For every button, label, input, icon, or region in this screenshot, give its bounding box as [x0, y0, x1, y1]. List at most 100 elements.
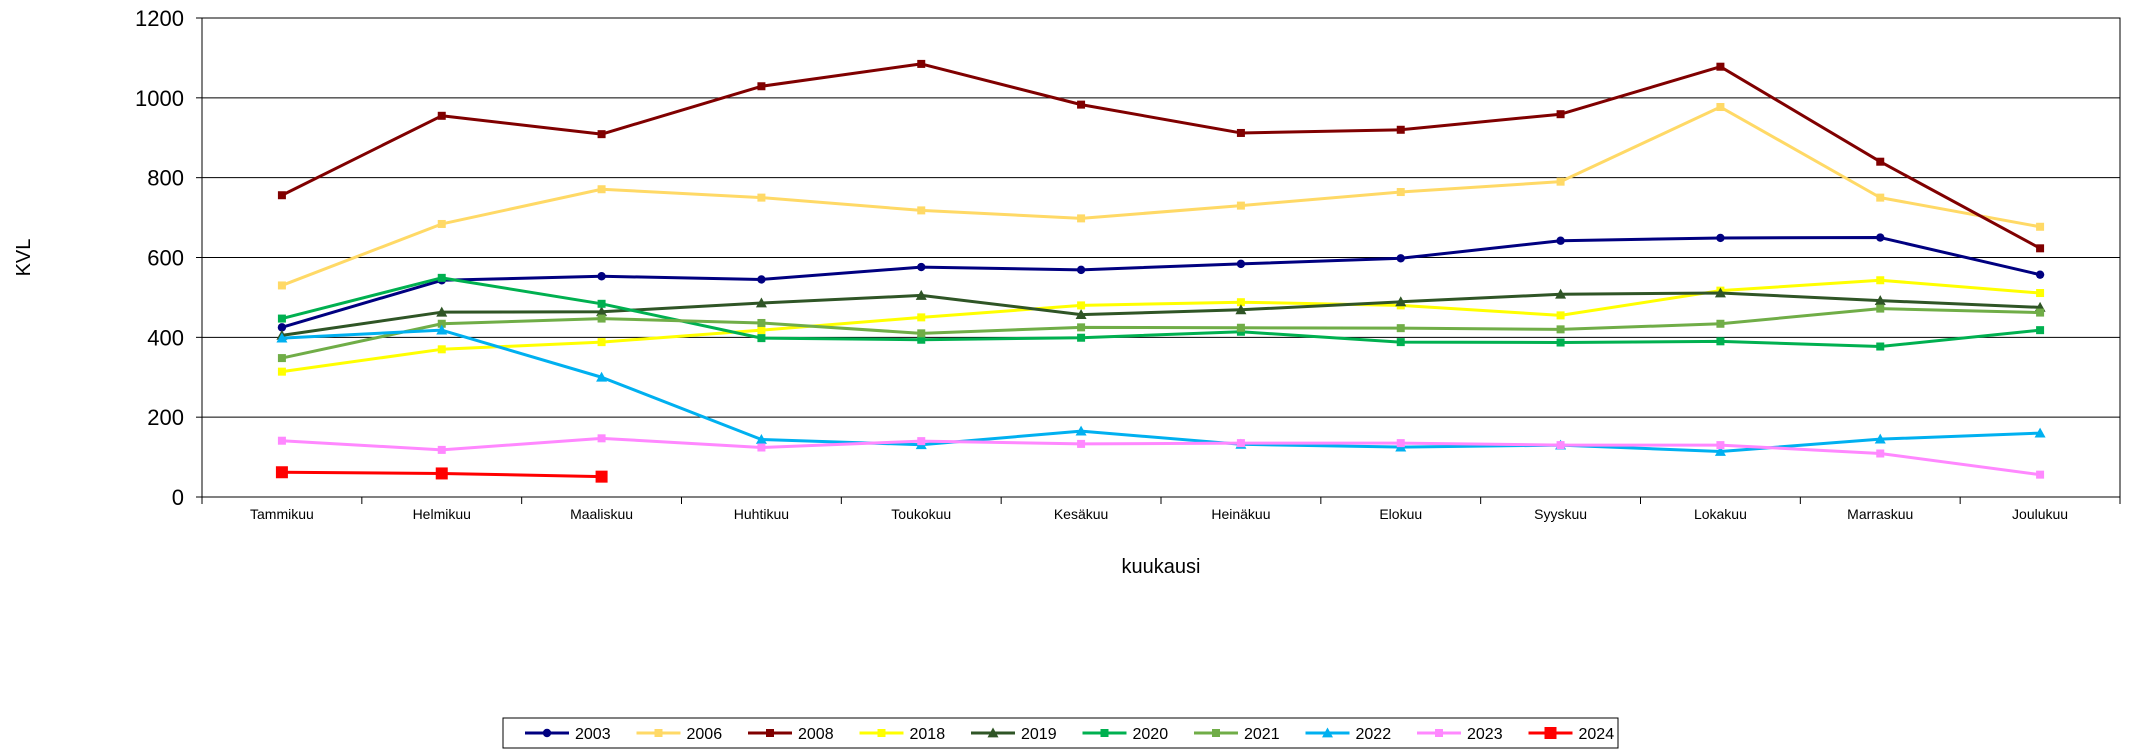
data-point-2003	[277, 323, 287, 332]
data-point-2006	[757, 193, 766, 202]
data-point-2023	[437, 445, 446, 454]
y-tick-label: 1000	[135, 86, 184, 111]
x-tick-label: Kesäkuu	[1054, 506, 1108, 522]
legend-item-2024: 2024	[1528, 726, 1615, 743]
legend: 2003 2006 2008 2018 2019 2020 2021 2022 2023 2024	[502, 717, 1619, 749]
series-2023	[277, 434, 2045, 479]
data-point-2006	[2036, 222, 2045, 231]
y-axis-title: KVL	[13, 239, 35, 277]
data-point-2021	[597, 314, 606, 323]
x-tick-label: Toukokuu	[891, 506, 951, 522]
data-point-2003	[1876, 233, 1885, 242]
data-point-2022	[755, 434, 767, 444]
data-point-2018	[757, 326, 766, 335]
series-2021	[277, 304, 2045, 363]
data-point-2023	[757, 443, 766, 452]
x-tick-label: Lokakuu	[1694, 506, 1747, 522]
x-tick-label: Joulukuu	[2012, 506, 2068, 522]
data-point-2021	[277, 354, 286, 363]
data-point-2022	[436, 324, 448, 335]
data-point-2018	[437, 345, 446, 354]
series-line-2023	[281, 436, 2041, 477]
legend-label: 2006	[687, 726, 723, 743]
legend-label: 2024	[1579, 726, 1615, 743]
data-point-2006	[437, 219, 446, 228]
data-point-2020	[1876, 342, 1885, 351]
data-point-2008	[437, 111, 446, 120]
data-point-2021	[1396, 324, 1405, 333]
x-tick-label: Marraskuu	[1847, 506, 1913, 522]
data-point-2023	[277, 436, 286, 445]
series-line-2003	[281, 236, 2041, 329]
data-point-2023	[1876, 449, 1885, 458]
legend-item-2020: 2020	[1082, 726, 1169, 743]
series-2003	[277, 233, 2045, 332]
data-point-2018	[1077, 301, 1086, 310]
y-tick-label: 0	[172, 485, 184, 510]
data-point-2018	[277, 367, 286, 376]
data-point-2022	[1874, 433, 1886, 444]
data-point-2019	[1714, 287, 1726, 298]
legend-swatch-marker	[1212, 729, 1220, 737]
legend-item-2003: 2003	[525, 726, 611, 743]
series-line-2022	[281, 328, 2041, 453]
data-point-2022	[276, 332, 288, 343]
series-2020	[277, 273, 2045, 351]
series-line-2020	[281, 276, 2041, 349]
legend-item-2018: 2018	[859, 726, 945, 743]
data-point-2008	[277, 191, 286, 200]
data-point-2008	[917, 59, 926, 68]
series-line-2006	[281, 105, 2041, 287]
y-tick-label: 800	[147, 166, 184, 191]
data-point-2022	[1714, 445, 1726, 456]
data-point-2019	[1555, 288, 1567, 299]
data-point-2019	[596, 306, 608, 317]
data-point-2003	[1716, 233, 1725, 243]
data-point-2003	[757, 275, 766, 284]
data-point-2003	[1076, 265, 1086, 275]
x-tick-label: Tammikuu	[250, 506, 314, 522]
data-point-2006	[597, 185, 606, 194]
x-tick-label: Syyskuu	[1534, 506, 1587, 522]
legend-swatch-marker	[766, 729, 774, 737]
data-point-2019	[1235, 304, 1247, 315]
y-tick-label: 400	[147, 325, 184, 350]
data-point-2006	[1396, 188, 1405, 197]
data-point-2020	[1716, 337, 1725, 346]
data-point-2020	[597, 299, 606, 308]
legend-item-2022: 2022	[1305, 726, 1392, 743]
data-point-2021	[1876, 304, 1885, 313]
data-point-2022	[1075, 425, 1087, 436]
data-point-2020	[1077, 333, 1086, 342]
data-point-2023	[1077, 439, 1086, 448]
legend-label: 2022	[1356, 726, 1392, 743]
data-point-2008	[1077, 100, 1086, 109]
data-point-2019	[755, 297, 767, 308]
series-group	[275, 59, 2046, 483]
data-point-2006	[1236, 201, 1245, 210]
data-point-2006	[1716, 103, 1725, 112]
series-2006	[277, 103, 2045, 290]
data-point-2008	[1236, 128, 1245, 137]
data-point-2018	[1236, 298, 1245, 307]
legend-item-2019: 2019	[971, 726, 1057, 743]
data-point-2020	[1396, 338, 1405, 347]
series-line-2008	[281, 62, 2041, 250]
data-point-2006	[277, 281, 286, 290]
x-tick-label: Huhtikuu	[734, 506, 789, 522]
data-point-2023	[1236, 439, 1245, 448]
y-tick-label: 600	[147, 246, 184, 271]
legend-item-2006: 2006	[636, 726, 723, 743]
series-line-2021	[281, 307, 2041, 360]
data-point-2021	[437, 319, 446, 328]
series-line-2019	[281, 291, 2041, 337]
x-tick-label: Maaliskuu	[570, 506, 633, 522]
data-point-2003	[1236, 259, 1246, 269]
legend-label: 2020	[1133, 726, 1169, 743]
data-point-2008	[1396, 125, 1405, 134]
data-point-2003	[597, 272, 606, 281]
data-point-2018	[1876, 276, 1885, 285]
data-point-2008	[2036, 244, 2045, 253]
legend-label: 2019	[1021, 726, 1057, 743]
